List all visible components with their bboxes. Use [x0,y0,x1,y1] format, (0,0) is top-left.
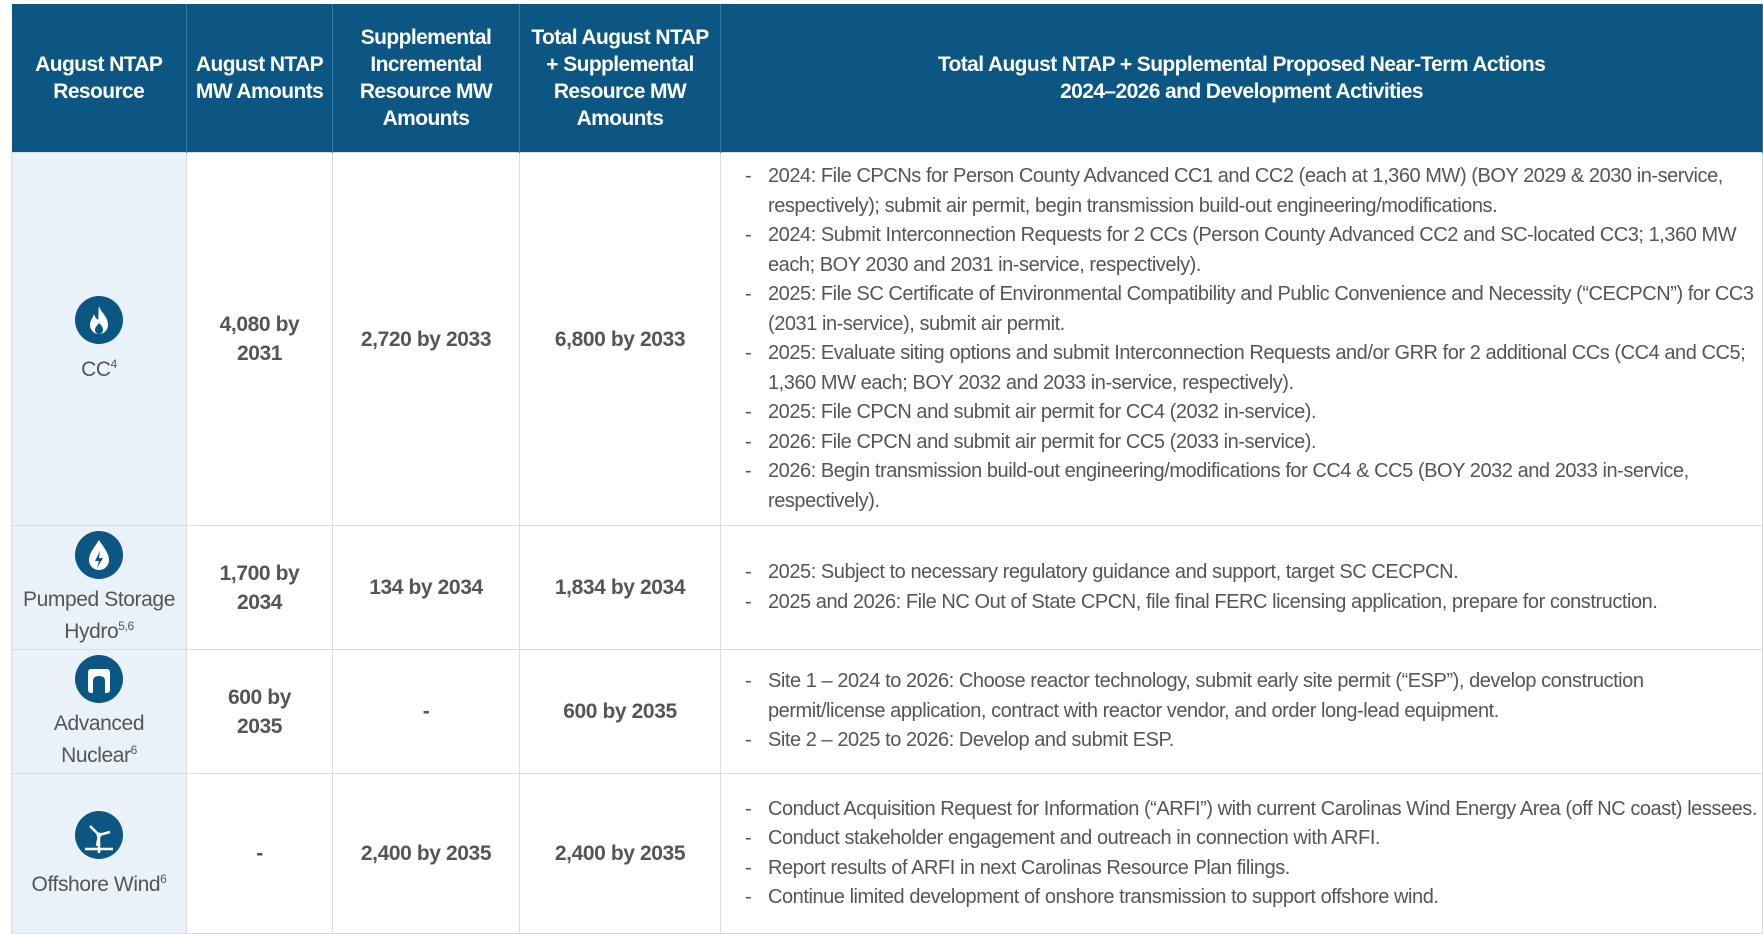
action-item: 2025: Subject to necessary regulatory gu… [745,558,1758,588]
mw-amount: 4,080 by 2031 [186,152,333,526]
resource-icon [75,810,123,859]
table-row: CC4 4,080 by 2031 2,720 by 2033 6,800 by 20… [11,152,1763,526]
action-item: Continue limited development of onshore … [745,883,1758,913]
table-row: Offshore Wind6-2,400 by 2035 2,400 by 203… [11,773,1763,934]
actions-cell: 2024: File CPCNs for Person County Advan… [720,152,1763,526]
footnote-ref: 5,6 [118,619,134,633]
resource-name: Offshore Wind [31,872,161,896]
resource-cell: Offshore Wind6 [11,773,187,934]
actions-list: 2024: File CPCNs for Person County Advan… [745,162,1758,516]
mw-amount: 1,834 by 2034 [519,525,721,650]
mw-amount: - [332,649,520,774]
actions-cell: Conduct Acquisition Request for Informat… [720,773,1763,934]
resource-cell: Pumped Storage Hydro5,6 [11,525,187,650]
actions-cell: 2025: Subject to necessary regulatory gu… [720,525,1763,650]
action-item: Site 1 – 2024 to 2026: Choose reactor te… [745,667,1758,726]
footnote-ref: 4 [110,357,118,371]
action-item: 2025: File SC Certificate of Environment… [745,280,1758,339]
resource-name: Pumped Storage Hydro [22,588,175,643]
resource-name: Advanced Nuclear [53,712,145,767]
actions-list: Site 1 – 2024 to 2026: Choose reactor te… [745,667,1758,756]
footnote-ref: 6 [130,743,138,757]
resource-name: CC [81,358,111,381]
mw-amount: 2,400 by 2035 [332,773,520,934]
header-line: Total August NTAP + Supplemental Propose… [937,53,1546,76]
table-body: CC4 4,080 by 2031 2,720 by 2033 6,800 by 20… [11,152,1763,934]
resource-cell: CC4 [11,152,187,526]
action-item: 2025: File CPCN and submit air permit fo… [745,398,1758,428]
action-item: Conduct stakeholder engagement and outre… [745,824,1758,854]
ntap-table: August NTAP Resource August NTAP MW Amoun… [11,4,1763,934]
table-row: Pumped Storage Hydro5,6 1,700 by 2034 134 … [11,525,1763,650]
mw-amount: 2,400 by 2035 [519,773,721,934]
action-item: 2026: File CPCN and submit air permit fo… [745,428,1758,458]
action-item: Conduct Acquisition Request for Informat… [745,795,1758,825]
actions-list: 2025: Subject to necessary regulatory gu… [745,558,1758,617]
action-item: 2025: Evaluate siting options and submit… [745,339,1758,398]
action-item: 2025 and 2026: File NC Out of State CPCN… [745,588,1758,618]
action-item: 2024: Submit Interconnection Requests fo… [745,221,1758,280]
mw-amount: 600 by 2035 [186,649,333,774]
footnote-ref: 6 [160,871,167,886]
resource-icon [75,296,123,344]
header-line: 2024–2026 and Development Activities [1060,80,1423,103]
action-item: 2026: Begin transmission build-out engin… [745,457,1758,516]
column-header: Total August NTAP + Supplemental Resourc… [519,4,721,153]
action-item: Report results of ARFI in next Carolinas… [745,854,1758,884]
mw-amount: - [186,773,333,934]
mw-amount: 134 by 2034 [332,525,520,650]
header-row: August NTAP Resource August NTAP MW Amoun… [11,4,1763,153]
mw-amount: 2,720 by 2033 [332,152,520,526]
resource-icon [75,655,123,703]
column-header: August NTAP MW Amounts [186,4,333,153]
table-header: August NTAP Resource August NTAP MW Amoun… [11,4,1763,153]
actions-list: Conduct Acquisition Request for Informat… [745,795,1758,913]
table-row: Advanced Nuclear6 600 by 2035-600 by 2035… [11,649,1763,774]
mw-amount: 6,800 by 2033 [519,152,721,526]
column-header: Supplemental Incremental Resource MW Amo… [332,4,520,153]
mw-amount: 1,700 by 2034 [186,525,333,650]
mw-amount: 600 by 2035 [519,649,721,774]
resource-cell: Advanced Nuclear6 [11,649,187,774]
column-header: August NTAP Resource [11,4,187,153]
actions-cell: Site 1 – 2024 to 2026: Choose reactor te… [720,649,1763,774]
column-header: Total August NTAP + Supplemental Propose… [720,4,1763,153]
action-item: 2024: File CPCNs for Person County Advan… [745,162,1758,221]
resource-icon [75,531,123,579]
action-item: Site 2 – 2025 to 2026: Develop and submi… [745,726,1758,756]
